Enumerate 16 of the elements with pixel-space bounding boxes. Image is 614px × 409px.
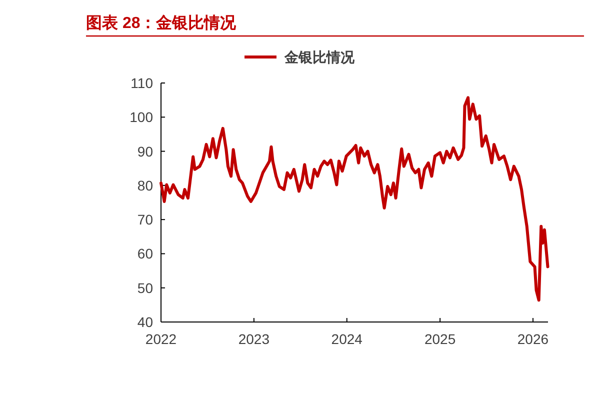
x-tick-label: 2022 [145,331,177,347]
y-tick-label: 70 [137,212,154,228]
y-tick-label: 90 [137,143,154,160]
x-tick-label: 2024 [331,331,363,347]
x-tick-label: 2025 [424,331,456,347]
legend-label: 金银比情况 [284,49,356,65]
y-tick-label: 80 [137,177,154,194]
y-tick-label: 40 [137,314,154,330]
x-tick-label: 2023 [238,331,270,347]
chart-title: 图表 28：金银比情况 [86,14,238,32]
y-tick-label: 110 [130,75,154,91]
y-tick-label: 60 [137,246,154,262]
x-tick-label: 2026 [517,331,549,347]
y-tick-label: 100 [130,109,154,126]
line-series [160,96,550,302]
y-tick-label: 50 [137,280,154,296]
